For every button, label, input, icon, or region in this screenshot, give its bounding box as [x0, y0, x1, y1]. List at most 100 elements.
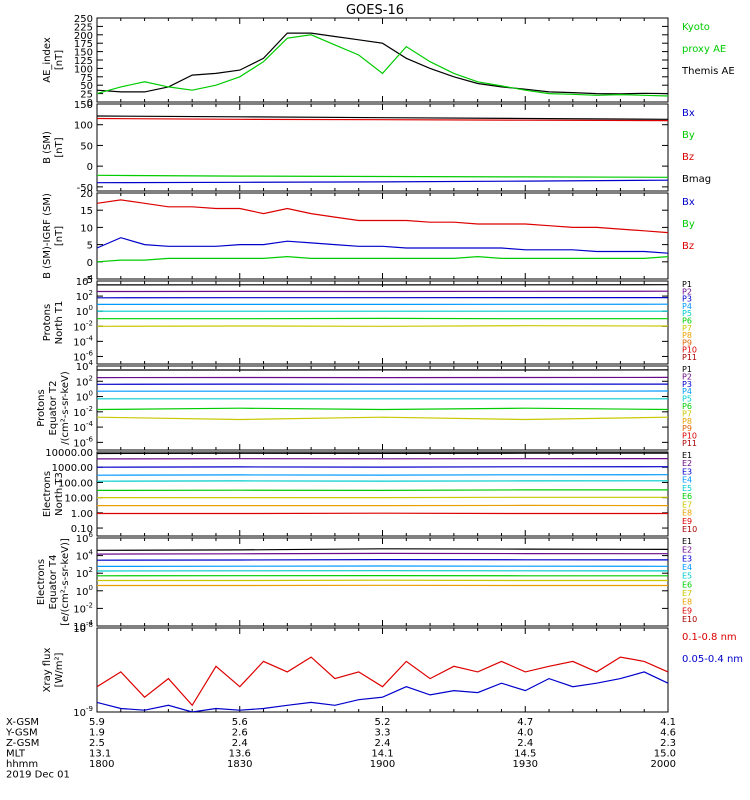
series-group [97, 284, 668, 327]
orbit-footer: X-GSM 5.9 5.6 5.2 4.7 4.1 Y-GSM 1.9 2.6 3.3 4.0 4.6… [5, 717, 676, 781]
legend-entry: E8 [682, 598, 692, 607]
legend-entry: E3 [682, 554, 692, 563]
footer-value: 5.2 [375, 717, 391, 728]
footer-value: 5.9 [89, 717, 105, 728]
legend-entry: P3 [682, 380, 692, 389]
panel-bsm: -50 0 50 100 150 B (SM) [nT] Bx By Bz Bmag [42, 100, 711, 194]
series-line-p7 [97, 325, 668, 327]
legend-entry: P6 [682, 402, 692, 411]
y-tick-label: 0.10 [71, 524, 93, 535]
y-tick-label: 10-4 [73, 420, 93, 434]
series-line-e2 [97, 552, 668, 555]
y-tick-label: 10-2 [73, 319, 93, 333]
legend-entry: E7 [682, 500, 692, 509]
legend-entry: E10 [682, 525, 697, 534]
legend-entry: P2 [682, 372, 692, 381]
y-tick-label: 10-4 [73, 334, 93, 348]
y-tick-label: 10-2 [73, 405, 93, 419]
y-tick-label: 0 [87, 258, 93, 269]
y-tick-label: 10000.00 [45, 448, 93, 459]
footer-value: 2.4 [517, 738, 533, 749]
y-tick-label: 0 [87, 162, 93, 173]
panel-frame [96, 451, 669, 537]
y-tick-label: 104 [76, 359, 94, 373]
legend-entry: P4 [682, 387, 692, 396]
panel-electrons-t3: 10000.00 1000.00 100.00 10.00 1.00 0.10 Electr… [42, 448, 697, 537]
footer-value: 1930 [513, 759, 538, 770]
legend-entry: 0.1-0.8 nm [682, 632, 737, 643]
legend-entry: E9 [682, 517, 692, 526]
series-group [97, 369, 668, 421]
footer-value: 4.1 [660, 717, 676, 728]
y-tick-label: 100 [74, 121, 93, 132]
legend-entry: E2 [682, 546, 692, 555]
series-group [97, 115, 668, 184]
footer-value: 14.1 [371, 749, 393, 760]
panel-xray: 10-8 10-9 Xray flux [W/m²] 0.1-0.8 nm 0.05-0.… [42, 621, 743, 719]
footer-row-label: hhmm [6, 759, 38, 770]
legend-entry: P1 [682, 365, 692, 374]
y-tick-label: 10-4 [73, 619, 93, 633]
y-tick-label: 5 [87, 241, 93, 252]
y-axis-label: [nT] [54, 50, 65, 70]
legend-entry: E9 [682, 606, 692, 615]
legend-entry: Bx [682, 108, 695, 119]
legend-entry: 0.05-0.4 nm [682, 654, 743, 665]
legend-entry: Bmag [682, 174, 711, 185]
series-line-e6 [97, 489, 668, 491]
footer-value: 3.3 [375, 728, 391, 739]
y-axis-label: Equator T2 [48, 381, 59, 436]
y-tick-label: 10-9 [73, 705, 93, 719]
legend-entry: E4 [682, 563, 692, 572]
legend-entry: Bz [682, 152, 694, 163]
y-axis-label: [nT] [54, 137, 65, 157]
y-tick-label: 225 [74, 22, 93, 33]
legend-entry: P1 [682, 280, 692, 289]
legend-entry: E2 [682, 459, 692, 468]
footer-value: 14.5 [514, 749, 536, 760]
footer-value: 2.4 [375, 738, 391, 749]
legend-entry: P7 [682, 324, 692, 333]
series-line-p7 [97, 416, 668, 421]
series-line-p6 [97, 407, 668, 411]
series-line-bz [97, 117, 668, 122]
footer-row-label: MLT [6, 749, 26, 760]
legend-entry: Kyoto [682, 22, 710, 33]
y-tick-label: 25 [80, 90, 93, 101]
y-axis-label: North T3 [54, 472, 65, 516]
y-tick-label: 1.00 [71, 509, 93, 520]
legend-entry: E4 [682, 476, 692, 485]
legend-entry: P9 [682, 338, 692, 347]
footer-value: 1900 [370, 759, 395, 770]
footer-value: 2.3 [660, 738, 676, 749]
footer-value: 2.6 [232, 728, 248, 739]
y-tick-label: 15 [80, 206, 93, 217]
series-line-bmag [97, 115, 668, 120]
footer-row-label: X-GSM [6, 717, 39, 728]
panel-frame [96, 280, 669, 365]
footer-value: 4.0 [517, 728, 533, 739]
y-tick-label: 100 [76, 390, 93, 404]
y-tick-label: 102 [76, 289, 93, 303]
footer-value: 13.1 [89, 749, 111, 760]
legend-entry: P7 [682, 409, 692, 418]
y-tick-label: 150 [74, 100, 93, 111]
y-tick-label: 0 [87, 98, 93, 109]
panel-electrons-t4: 106 104 102 100 10-2 10-4 Electrons Equator T4[… [36, 531, 697, 633]
legend-entry: By [682, 219, 695, 230]
y-tick-label: 125 [74, 56, 93, 67]
legend-entry: P11 [682, 439, 697, 448]
legend-entry: E7 [682, 589, 692, 598]
y-axis-label: B (SM)-IGRF (SM) [42, 193, 53, 279]
legend-entry: E1 [682, 451, 692, 460]
legend-entry: P10 [682, 432, 697, 441]
legend-entry: P11 [682, 353, 697, 362]
series-line-e1 [97, 548, 668, 551]
legend-entry: P3 [682, 295, 692, 304]
series-line-by [97, 174, 668, 178]
y-axis-label: North T1 [54, 301, 65, 345]
chart-title: GOES-16 [346, 3, 404, 18]
y-axis-label: B (SM) [42, 131, 53, 164]
